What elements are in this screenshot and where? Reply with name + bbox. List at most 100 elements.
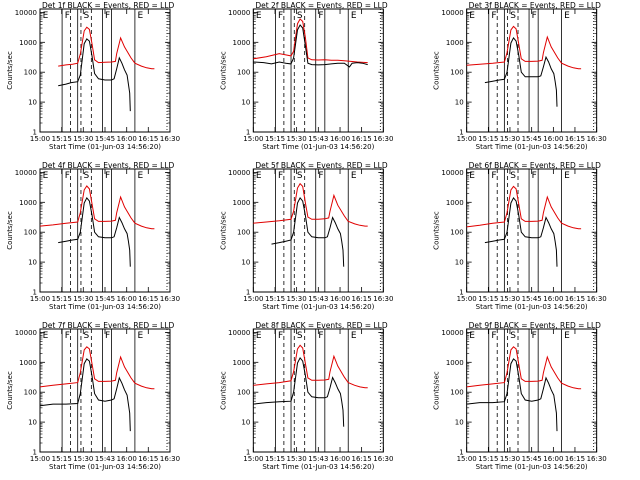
y-tick-label: 10000	[228, 9, 250, 17]
mode-label: E	[564, 11, 570, 21]
y-tick-label: 1	[33, 289, 37, 297]
x-tick-label: 16:15	[565, 455, 585, 463]
series-events-line	[58, 38, 131, 112]
plot-frame	[466, 8, 598, 133]
x-tick-label: 15:43	[95, 455, 115, 463]
series-lld-line	[39, 185, 155, 230]
y-tick-label: 10	[241, 99, 250, 107]
series-events-line	[466, 358, 558, 432]
y-tick-label: 1	[459, 289, 463, 297]
y-tick-label: 100	[24, 389, 37, 397]
mode-label: E	[564, 331, 570, 341]
x-tick-label: 16:00	[330, 455, 350, 463]
mode-label: F	[105, 11, 110, 21]
x-tick-label: 15:15	[52, 455, 72, 463]
y-tick-label: 100	[450, 69, 463, 77]
mode-label: S	[510, 171, 516, 181]
x-tick-label: 15:30	[287, 295, 307, 303]
mode-label: F	[65, 11, 70, 21]
panel-title: Det 3f BLACK = Events, RED = LLD	[469, 1, 602, 10]
series-events-line	[58, 196, 131, 267]
x-tick-label: 16:30	[587, 295, 607, 303]
y-tick-label: 10000	[441, 329, 463, 337]
y-tick-label: 1	[459, 449, 463, 457]
x-tick-label: 16:00	[543, 135, 563, 143]
x-tick-label: 16:00	[330, 295, 350, 303]
mode-label: E	[564, 171, 570, 181]
mode-label: E	[256, 331, 262, 341]
x-tick-label: 15:15	[265, 455, 285, 463]
series-lld-line	[466, 346, 582, 390]
mode-label: E	[469, 11, 475, 21]
plot-frame	[466, 168, 598, 293]
x-tick-label: 15:00	[457, 455, 477, 463]
y-axis-label: Counts/sec	[219, 371, 227, 410]
y-axis-label: Counts/sec	[433, 371, 441, 410]
x-tick-label: 15:30	[73, 135, 93, 143]
x-tick-label: 15:30	[287, 455, 307, 463]
x-tick-label: 16:15	[352, 455, 372, 463]
y-tick-label: 1	[246, 289, 250, 297]
plot-frame	[39, 328, 171, 453]
panel-title: Det 9f BLACK = Events, RED = LLD	[469, 321, 602, 330]
series-lld-line	[253, 344, 368, 389]
mode-label: E	[43, 331, 49, 341]
series-lld-line	[466, 25, 582, 70]
x-axis-label: Start Time (01-Jun-03 14:56:20)	[476, 143, 588, 151]
mode-label: F	[318, 11, 323, 21]
x-axis-label: Start Time (01-Jun-03 14:56:20)	[49, 463, 161, 471]
mode-label: F	[278, 331, 283, 341]
y-tick-label: 1000	[233, 199, 251, 207]
y-tick-label: 10000	[441, 169, 463, 177]
y-tick-label: 100	[450, 229, 463, 237]
y-tick-label: 1	[246, 449, 250, 457]
series-events-line	[271, 196, 345, 267]
x-tick-label: 15:00	[30, 455, 50, 463]
x-tick-label: 15:00	[457, 295, 477, 303]
y-axis-label: Counts/sec	[219, 51, 227, 90]
mode-label: F	[278, 171, 283, 181]
series-events-line	[39, 358, 131, 432]
mode-label: E	[138, 331, 144, 341]
mode-label: F	[532, 331, 537, 341]
y-tick-label: 100	[237, 69, 250, 77]
plot-frame	[252, 8, 384, 133]
x-tick-label: 15:15	[478, 295, 498, 303]
x-axis-label: Start Time (01-Jun-03 14:56:20)	[49, 303, 161, 311]
y-tick-label: 1000	[19, 359, 37, 367]
series-lld-line	[253, 18, 368, 64]
x-tick-label: 16:30	[160, 295, 180, 303]
y-axis-label: Counts/sec	[6, 211, 14, 250]
y-axis-label: Counts/sec	[219, 211, 227, 250]
x-tick-label: 16:15	[565, 295, 585, 303]
x-tick-label: 16:00	[117, 135, 137, 143]
x-tick-label: 15:15	[52, 135, 72, 143]
x-tick-label: 15:43	[308, 135, 328, 143]
y-tick-label: 10000	[441, 9, 463, 17]
series-events-line	[253, 24, 368, 68]
x-tick-label: 15:45	[522, 295, 542, 303]
y-tick-label: 100	[237, 229, 250, 237]
y-tick-label: 100	[24, 69, 37, 77]
x-tick-label: 15:45	[95, 295, 115, 303]
y-tick-label: 1000	[446, 199, 464, 207]
x-tick-label: 16:15	[352, 295, 372, 303]
mode-label: F	[532, 171, 537, 181]
y-tick-label: 1	[459, 129, 463, 137]
y-tick-label: 100	[450, 389, 463, 397]
y-tick-label: 10	[28, 259, 37, 267]
mode-label: S	[84, 331, 90, 341]
mode-label: F	[491, 331, 496, 341]
x-tick-label: 15:45	[95, 135, 115, 143]
y-tick-label: 10000	[15, 329, 37, 337]
mode-label: E	[138, 171, 144, 181]
mode-label: F	[491, 171, 496, 181]
mode-label: F	[318, 331, 323, 341]
panel-title: Det 6f BLACK = Events, RED = LLD	[469, 161, 602, 170]
